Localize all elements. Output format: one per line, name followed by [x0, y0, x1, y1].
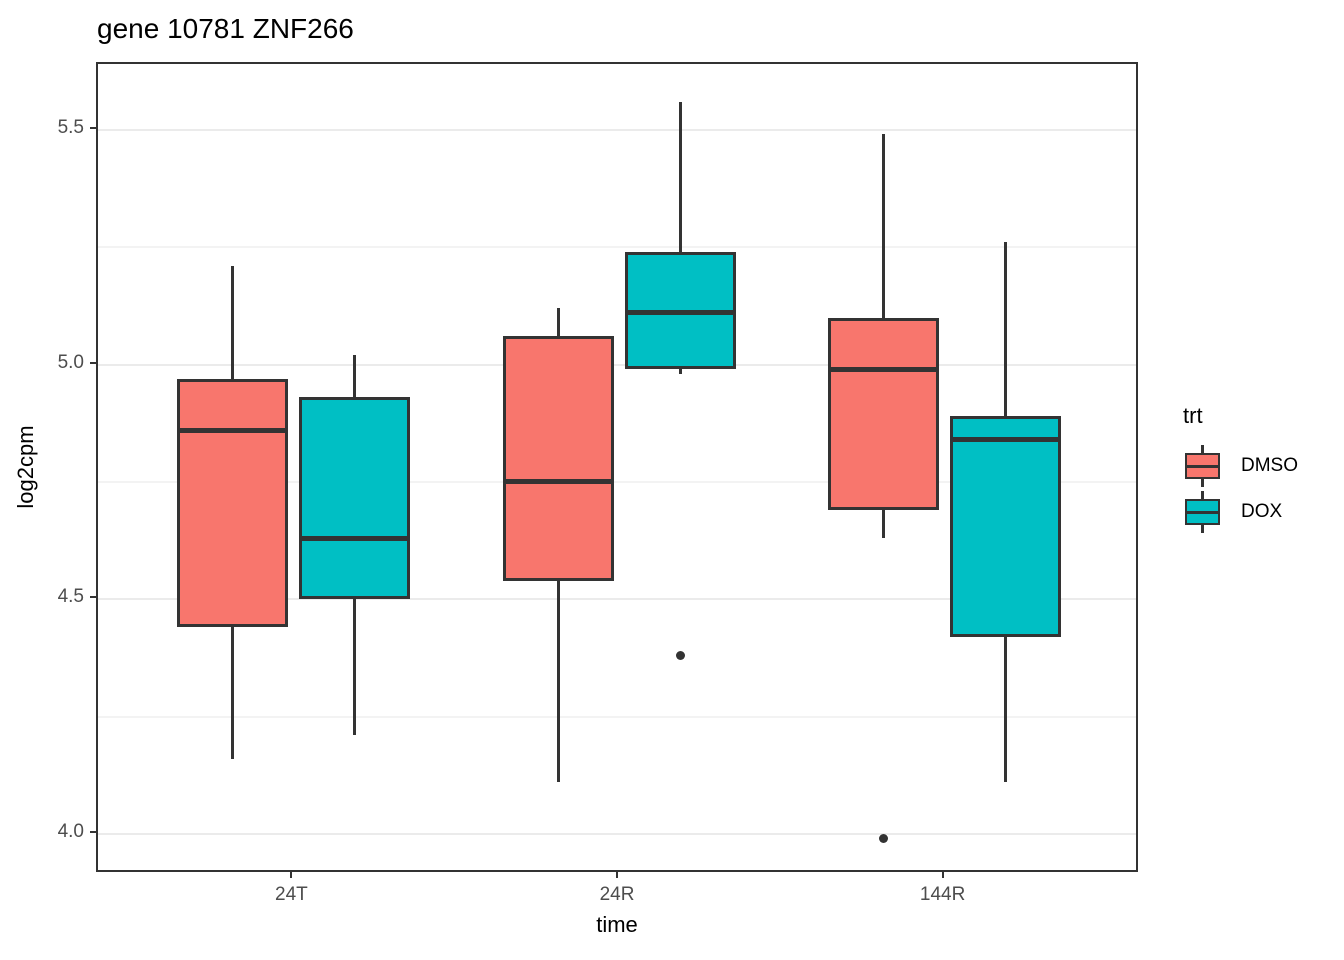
whisker-lower-DMSO-24R: [556, 580, 560, 783]
gridline-major: [98, 833, 1136, 836]
gridline-minor: [98, 480, 1136, 483]
median-line-DMSO-24R: [502, 479, 614, 485]
x-tick-label-144R: 144R: [919, 884, 966, 905]
y-axis-title: log2cpm: [13, 425, 38, 509]
box-DMSO-24R: [502, 336, 614, 581]
x-tick-label-24T: 24T: [275, 884, 308, 905]
median-line-DOX-24T: [298, 535, 410, 541]
whisker-upper-DOX-24T: [352, 355, 356, 398]
whisker-upper-DOX-144R: [1004, 242, 1008, 417]
x-axis-title: time: [596, 912, 638, 937]
whisker-lower-DOX-24R: [678, 369, 682, 374]
median-line-DOX-24R: [624, 310, 736, 316]
gridline-minor: [98, 715, 1136, 718]
whisker-lower-DMSO-144R: [882, 510, 886, 539]
median-line-DOX-144R: [950, 437, 1062, 443]
x-tick-mark: [290, 872, 293, 878]
legend-entry-DMSO: DMSO: [1183, 443, 1298, 489]
plot-panel: [96, 62, 1138, 872]
box-DOX-24T: [298, 397, 410, 600]
y-tick-label: 4.0: [57, 821, 84, 843]
outlier-point-DMSO-144R: [879, 834, 889, 844]
x-tick-label-24R: 24R: [599, 884, 635, 905]
legend-entry-DOX: DOX: [1183, 489, 1298, 535]
legend-label-DMSO: DMSO: [1241, 455, 1298, 476]
gridline-major: [98, 128, 1136, 131]
legend-label-DOX: DOX: [1241, 501, 1283, 522]
legend-title: trt: [1183, 403, 1203, 428]
whisker-lower-DMSO-24T: [230, 627, 234, 759]
legend-entries: DMSO DOX: [1183, 443, 1298, 535]
whisker-lower-DOX-144R: [1004, 636, 1008, 783]
median-line-DMSO-144R: [828, 366, 940, 372]
key-median: [1185, 510, 1220, 514]
legend: trt DMSO DOX: [1183, 403, 1298, 535]
gridline-major: [98, 363, 1136, 366]
chart-title: gene 10781 ZNF266: [97, 13, 354, 44]
median-line-DMSO-24T: [176, 427, 288, 433]
key-median: [1185, 464, 1220, 468]
box-DMSO-24T: [176, 378, 288, 628]
box-DOX-144R: [950, 416, 1062, 637]
boxplot-key-icon-DMSO: [1185, 445, 1220, 487]
x-tick-mark: [941, 872, 944, 878]
gridline-minor: [98, 246, 1136, 249]
whisker-upper-DMSO-24R: [556, 308, 560, 337]
whisker-upper-DOX-24R: [678, 101, 682, 252]
y-tick-label: 5.5: [57, 116, 84, 138]
whisker-upper-DMSO-144R: [882, 134, 886, 318]
whisker-upper-DMSO-24T: [230, 265, 234, 379]
whisker-lower-DOX-24T: [352, 599, 356, 736]
y-tick-label: 4.5: [57, 586, 84, 608]
x-tick-mark: [616, 872, 618, 878]
gridline-major: [98, 598, 1136, 601]
outlier-point-DOX-24R: [675, 651, 685, 661]
box-DMSO-144R: [828, 317, 940, 511]
boxplot-key-icon-DOX: [1185, 491, 1220, 533]
